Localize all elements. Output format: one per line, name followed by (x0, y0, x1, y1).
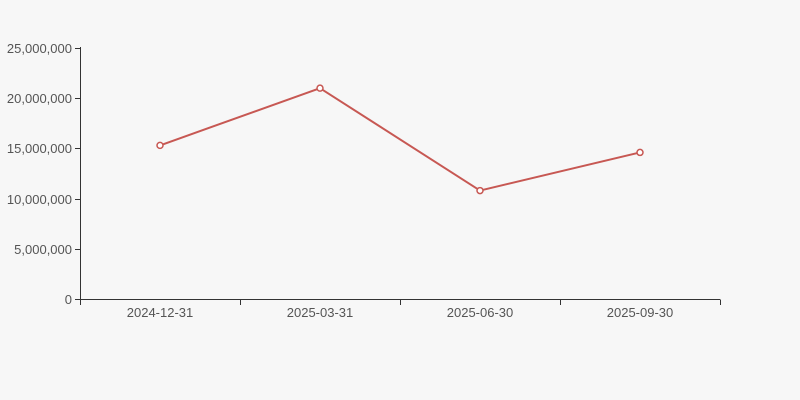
series-line (159, 87, 641, 192)
y-axis-tick-label: 10,000,000 (7, 192, 72, 207)
x-axis-tick-label: 2025-06-30 (447, 305, 514, 320)
data-point-marker[interactable] (476, 186, 484, 195)
x-axis-tick-label: 2025-09-30 (607, 305, 674, 320)
data-point-marker[interactable] (636, 148, 644, 157)
data-point-marker[interactable] (316, 84, 324, 92)
y-axis-tick-label: 5,000,000 (14, 242, 72, 257)
x-axis-tick-label: 2024-12-31 (127, 305, 194, 320)
y-axis-tick-label: 15,000,000 (7, 141, 72, 156)
y-axis-tick-label: 25,000,000 (7, 41, 72, 56)
data-point-marker[interactable] (156, 141, 164, 150)
x-axis-tick-label: 2025-03-31 (287, 305, 354, 320)
y-axis-tick-label: 20,000,000 (7, 91, 72, 106)
y-axis-tick-label: 0 (65, 292, 72, 307)
